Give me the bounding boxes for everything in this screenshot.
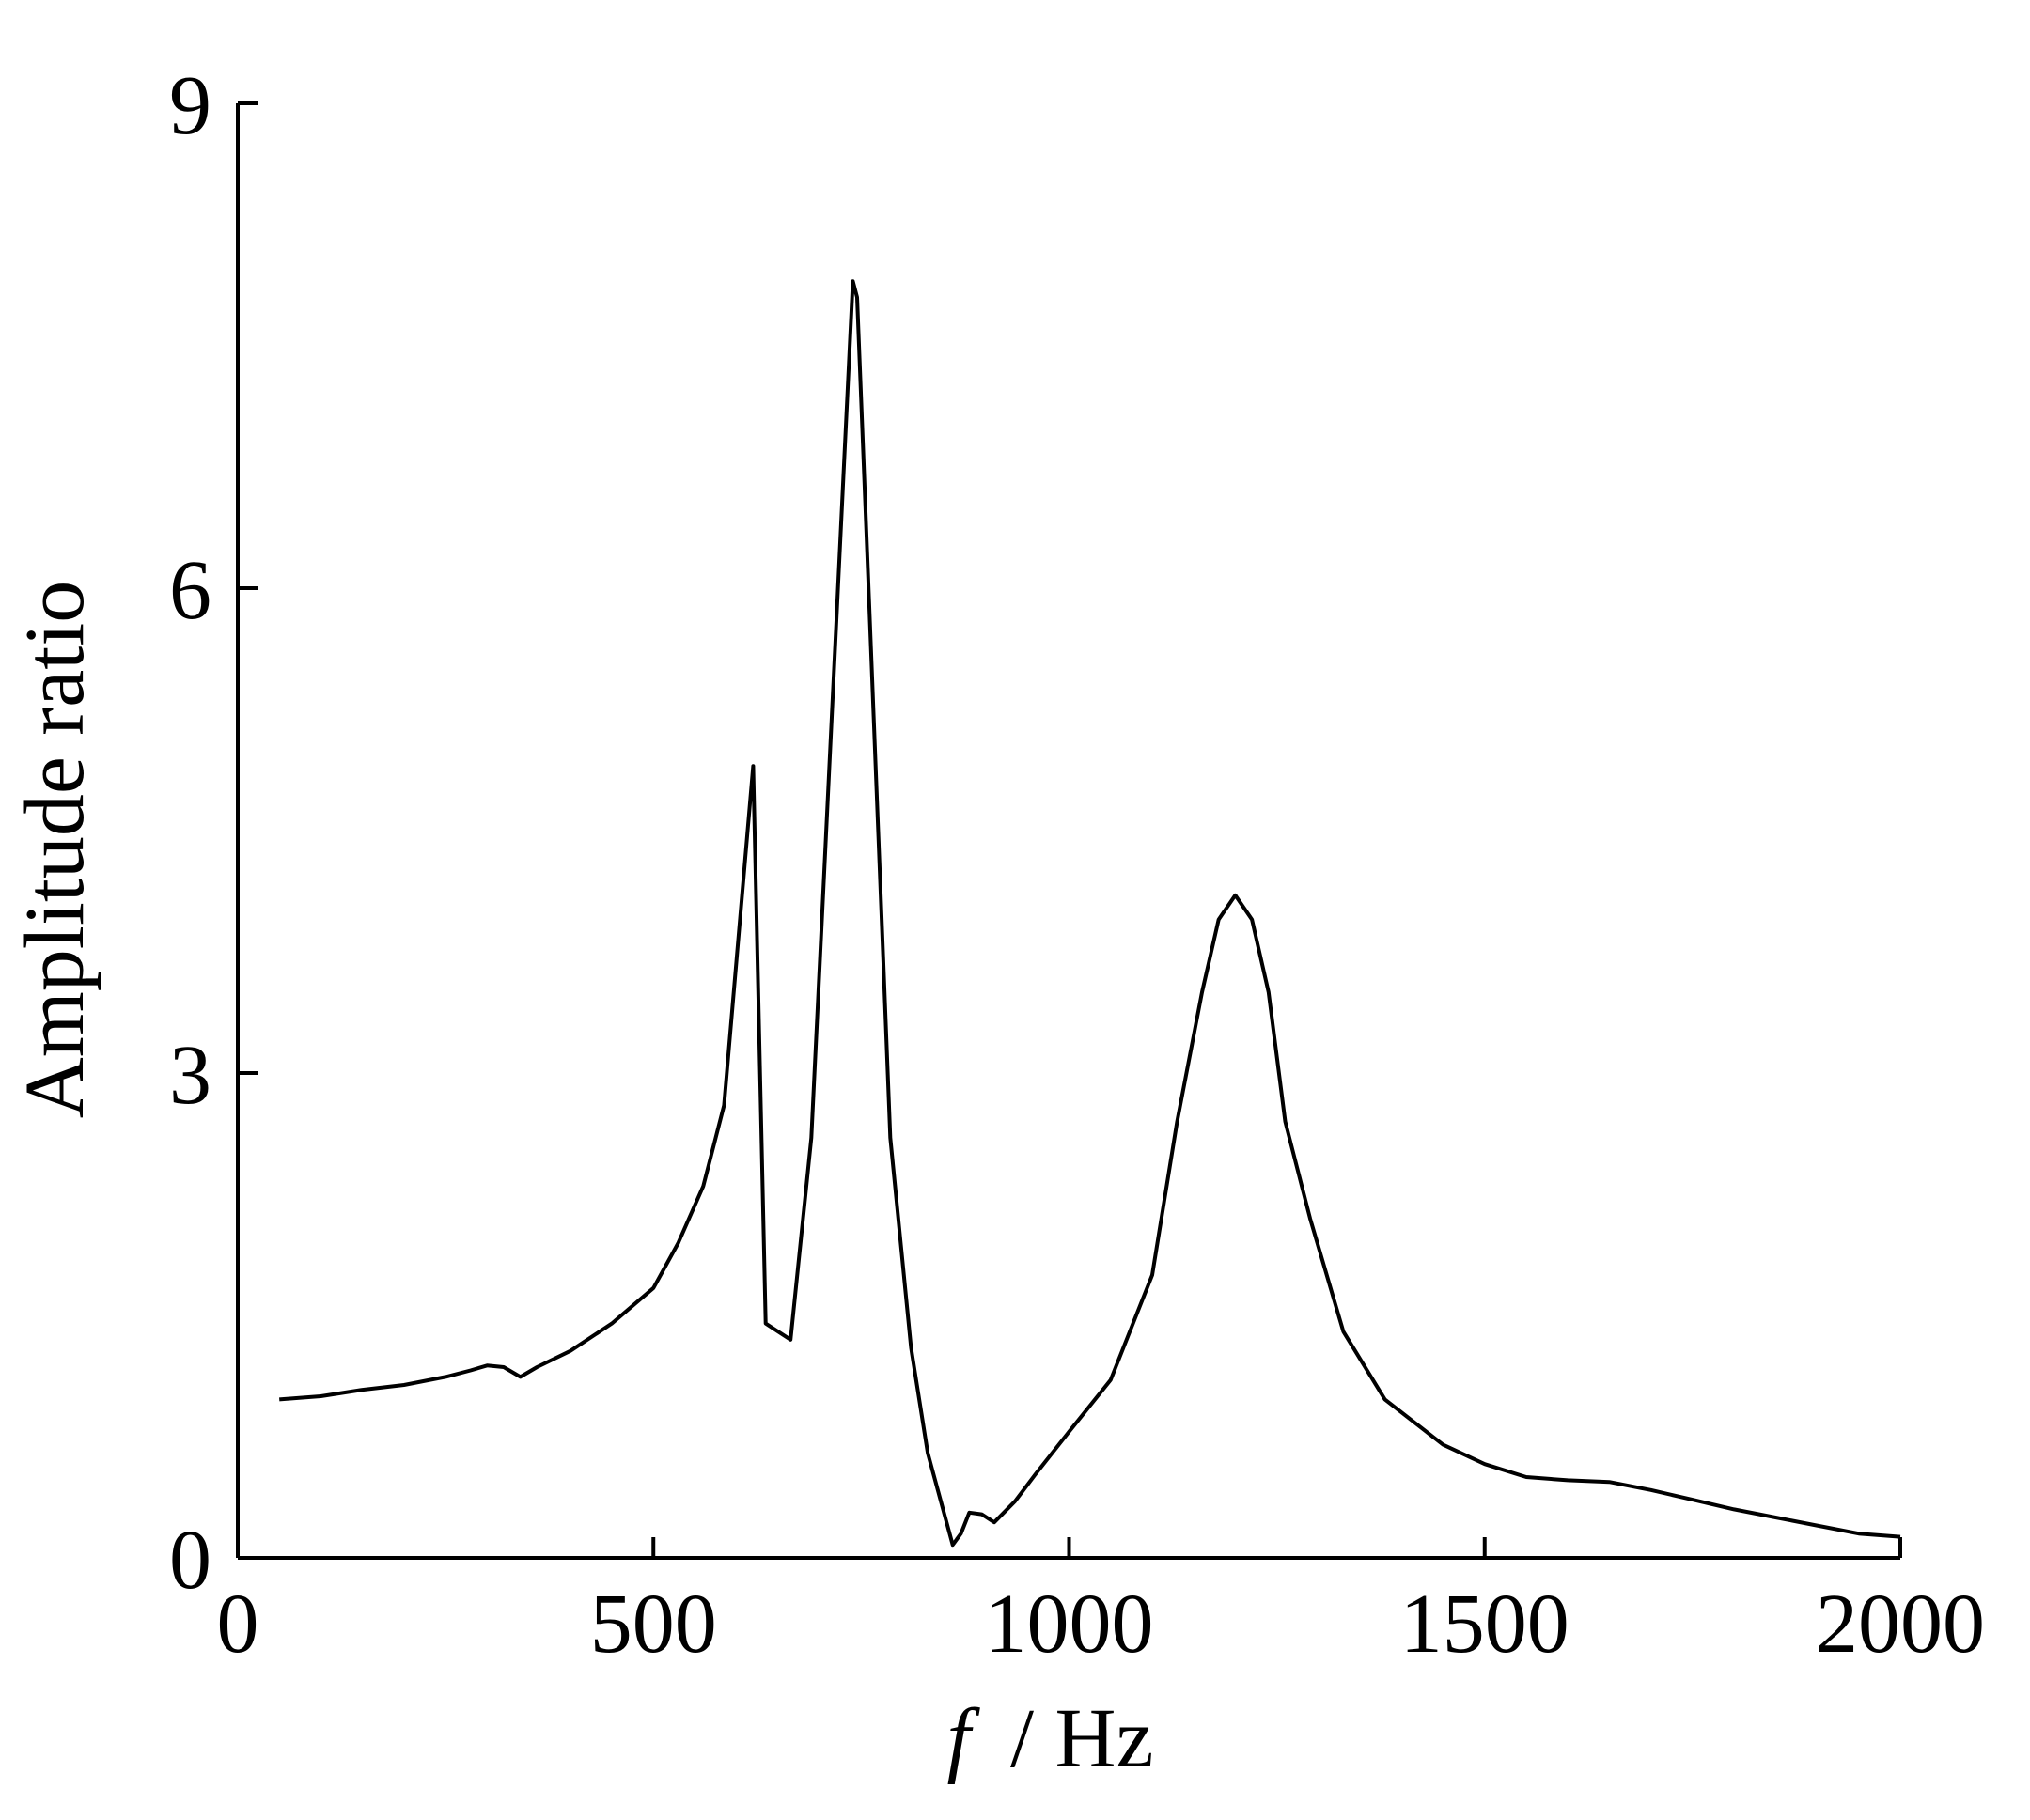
y-tick-label: 0 [169, 1514, 211, 1607]
x-tick-label: 1500 [1400, 1578, 1569, 1671]
x-tick-label: 500 [590, 1578, 717, 1671]
x-axis-label-variable: f [947, 1692, 981, 1785]
y-tick-label: 3 [169, 1029, 211, 1122]
y-axis-label: Amplitude ratio [8, 581, 102, 1118]
x-tick-label: 0 [217, 1578, 259, 1671]
series [279, 279, 1901, 1548]
x-axis-label-unit: / Hz [1010, 1692, 1153, 1785]
x-tick-label: 1000 [985, 1578, 1154, 1671]
series-line-0 [279, 279, 1901, 1548]
x-tick-label: 2000 [1816, 1578, 1985, 1671]
axes [236, 103, 1900, 1560]
y-tick-label: 9 [169, 59, 211, 152]
x-axis-label: f / Hz [947, 1692, 1154, 1785]
y-tick-label: 6 [169, 544, 211, 637]
ticks: 0 500 1000 1500 2000 0 3 6 9 [169, 59, 1985, 1671]
